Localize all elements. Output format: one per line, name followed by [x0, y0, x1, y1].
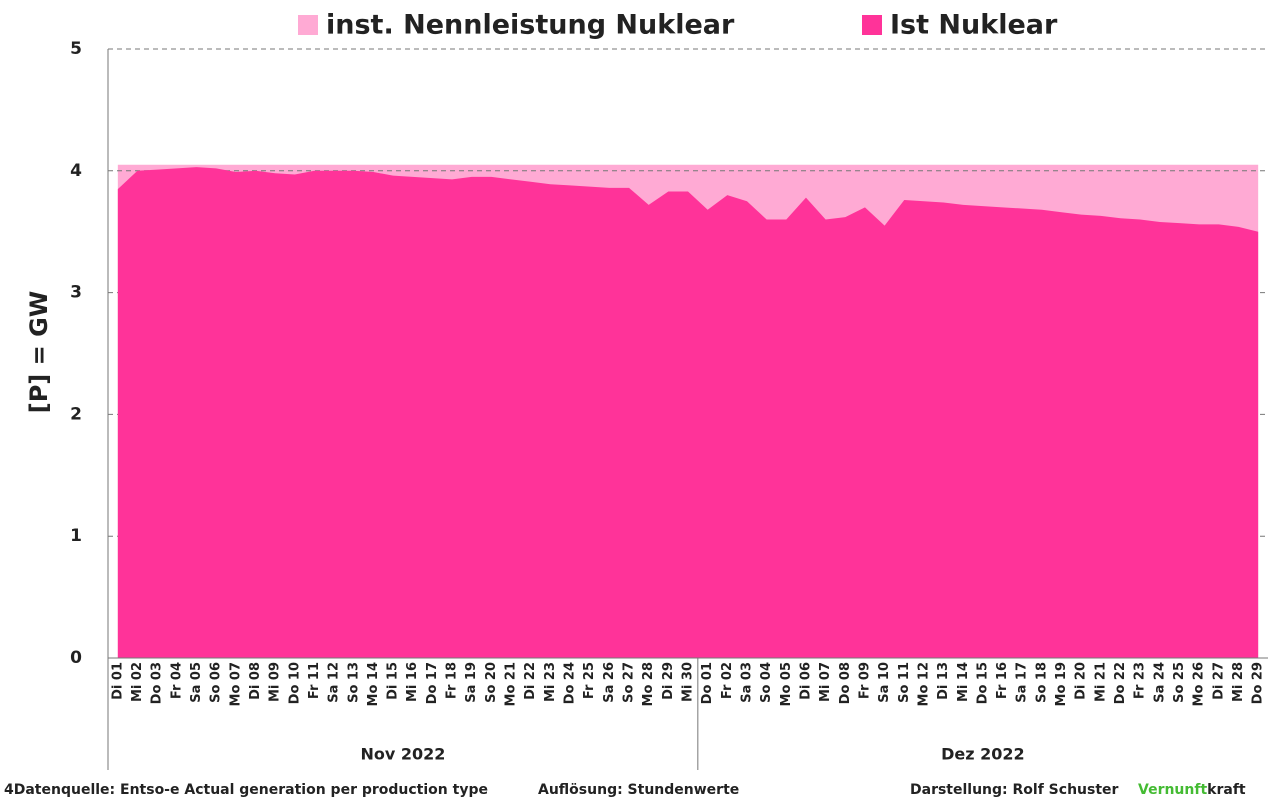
x-tick-label: So 20: [484, 662, 499, 703]
x-tick-label: Mo 12: [916, 662, 931, 706]
brand-part: kraft: [1207, 782, 1246, 798]
x-tick-label: Mi 30: [681, 662, 696, 702]
x-tick-label: Mo 28: [641, 662, 656, 706]
legend-swatch: [298, 15, 318, 35]
x-tick-label: Mi 09: [268, 662, 283, 702]
x-tick-label: Do 15: [975, 662, 990, 704]
x-tick-label: Fr 02: [720, 662, 735, 699]
x-tick-label: So 27: [622, 662, 637, 703]
x-tick-label: Di 13: [936, 662, 951, 700]
group-label: Dez 2022: [941, 745, 1025, 764]
footer-source: 4Datenquelle: Entso-e Actual generation …: [4, 782, 488, 798]
x-tick-label: Sa 17: [1015, 662, 1030, 703]
x-tick-label: Di 22: [523, 662, 538, 700]
x-tick-label: Di 06: [798, 662, 813, 700]
x-tick-label: Sa 24: [1152, 662, 1167, 703]
x-tick-label: Do 01: [700, 662, 715, 704]
x-tick-label: Mi 16: [405, 662, 420, 702]
x-tick-label: Mi 07: [818, 662, 833, 702]
x-tick-label: So 18: [1034, 662, 1049, 703]
x-tick-label: Mo 21: [504, 662, 519, 706]
x-tick-label: Mo 26: [1192, 662, 1207, 706]
x-tick-label: Fr 04: [169, 662, 184, 699]
brand-part: Vernunft: [1138, 782, 1207, 798]
x-tick-label: Mo 14: [366, 662, 381, 706]
y-tick-label: 2: [70, 404, 82, 424]
x-tick-label: Sa 12: [327, 662, 342, 703]
x-tick-label: Mi 23: [543, 662, 558, 702]
x-tick-label: Sa 19: [464, 662, 479, 703]
x-tick-label: Do 03: [150, 662, 165, 704]
x-tick-label: Do 17: [425, 662, 440, 704]
x-tick-label: Di 29: [661, 662, 676, 700]
x-tick-label: Do 29: [1251, 662, 1266, 704]
x-tick-label: Sa 26: [602, 662, 617, 703]
y-tick-label: 3: [70, 283, 82, 303]
x-tick-label: Do 08: [838, 662, 853, 704]
x-tick-label: Fr 11: [307, 662, 322, 699]
legend-label: Ist Nuklear: [890, 10, 1058, 41]
x-tick-label: Do 24: [563, 662, 578, 704]
footer-brand: Vernunftkraft: [1138, 782, 1246, 798]
x-tick-label: So 06: [209, 662, 224, 703]
y-tick-label: 5: [70, 39, 82, 59]
x-tick-label: Sa 10: [877, 662, 892, 703]
x-tick-label: So 04: [759, 662, 774, 703]
x-tick-label: Di 01: [110, 662, 125, 700]
x-tick-label: Sa 05: [189, 662, 204, 703]
x-tick-label: So 13: [346, 662, 361, 703]
x-tick-label: Mo 05: [779, 662, 794, 706]
x-tick-label: Fr 18: [445, 662, 460, 699]
x-tick-label: Fr 23: [1133, 662, 1148, 699]
group-label: Nov 2022: [360, 745, 445, 764]
y-tick-label: 4: [70, 161, 82, 181]
x-tick-label: Mi 28: [1231, 662, 1246, 702]
footer-resolution: Auflösung: Stundenwerte: [538, 782, 739, 798]
y-tick-label: 1: [70, 526, 82, 546]
x-tick-label: So 11: [897, 662, 912, 703]
x-tick-label: Fr 09: [857, 662, 872, 699]
y-tick-label: 0: [70, 648, 82, 668]
x-tick-label: Mi 02: [130, 662, 145, 702]
x-tick-label: Mo 19: [1054, 662, 1069, 706]
x-tick-label: Mi 21: [1093, 662, 1108, 702]
x-tick-label: Sa 03: [739, 662, 754, 703]
x-tick-label: Di 20: [1074, 662, 1089, 700]
footer-author: Darstellung: Rolf Schuster: [910, 782, 1119, 798]
x-tick-label: So 25: [1172, 662, 1187, 703]
x-tick-label: Di 27: [1211, 662, 1226, 700]
x-tick-label: Mi 14: [956, 662, 971, 702]
y-axis-label: [P] = GW: [25, 291, 53, 414]
x-tick-label: Do 22: [1113, 662, 1128, 704]
x-tick-label: Fr 25: [582, 662, 597, 699]
x-tick-label: Do 10: [287, 662, 302, 704]
x-tick-label: Fr 16: [995, 662, 1010, 699]
x-tick-label: Di 15: [386, 662, 401, 700]
legend-label: inst. Nennleistung Nuklear: [326, 10, 735, 41]
x-tick-label: Di 08: [248, 662, 263, 700]
x-tick-label: Mo 07: [228, 662, 243, 706]
area: [117, 167, 1259, 658]
legend-swatch: [862, 15, 882, 35]
